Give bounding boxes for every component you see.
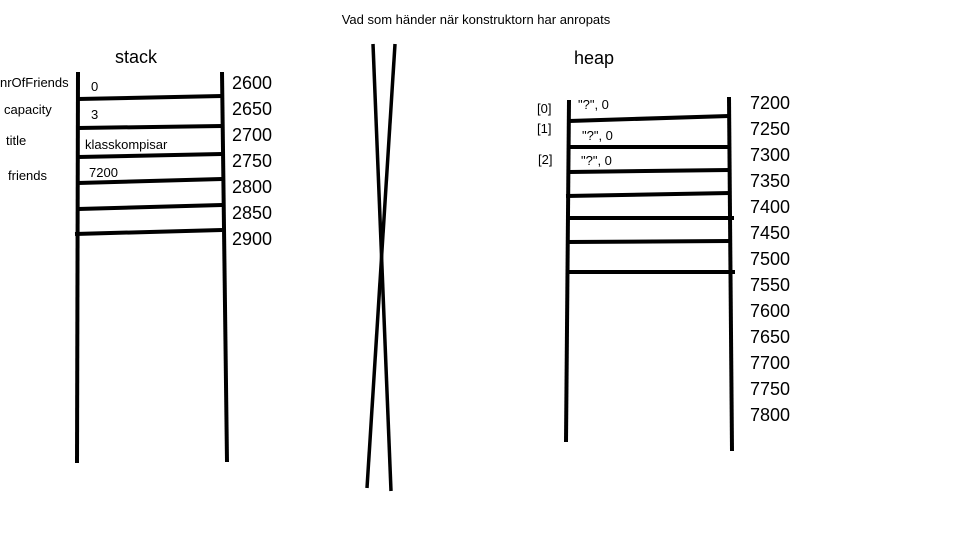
- heap-address: 7500: [750, 249, 790, 269]
- stack-divider: [77, 177, 223, 185]
- heap-divider: [568, 114, 730, 123]
- stack-divider: [77, 152, 223, 159]
- stack-divider: [74, 228, 223, 236]
- stack-cell-value: klasskompisar: [85, 137, 168, 152]
- heap-cell-value: "?", 0: [582, 128, 613, 143]
- stack-address: 2800: [232, 177, 272, 197]
- heap-address: 7750: [750, 379, 790, 399]
- stack-divider: [77, 124, 223, 130]
- heap-address: 7450: [750, 223, 790, 243]
- stack-field-label: title: [6, 133, 26, 148]
- heap-address: 7400: [750, 197, 790, 217]
- heap-divider: [565, 239, 731, 244]
- stack-cell-value: 0: [91, 79, 98, 94]
- heap-address: 7700: [750, 353, 790, 373]
- stack-address: 2900: [232, 229, 272, 249]
- heap-divider: [565, 191, 731, 198]
- stack-divider: [77, 203, 223, 211]
- stack-address: 2750: [232, 151, 272, 171]
- heap-address: 7550: [750, 275, 790, 295]
- heap-divider: [568, 168, 730, 174]
- heap-heading: heap: [574, 48, 614, 68]
- section-separator: [365, 43, 397, 492]
- heap-index-label: [0]: [537, 101, 551, 116]
- stack-cell-value: 3: [91, 107, 98, 122]
- heap-address: 7250: [750, 119, 790, 139]
- stack-field-label: nrOfFriends: [0, 75, 69, 90]
- stack-section: stack nrOfFriends capacity title friends…: [0, 47, 272, 464]
- heap-address: 7650: [750, 327, 790, 347]
- heap-index-label: [2]: [538, 152, 552, 167]
- heap-address: 7600: [750, 301, 790, 321]
- heap-address: 7200: [750, 93, 790, 113]
- heap-address: 7300: [750, 145, 790, 165]
- stack-left-rail: [75, 71, 80, 464]
- heap-address: 7800: [750, 405, 790, 425]
- stack-field-label: friends: [8, 168, 48, 183]
- heap-cell-value: "?", 0: [581, 153, 612, 168]
- stack-address: 2700: [232, 125, 272, 145]
- stack-cell-value: 7200: [89, 165, 118, 180]
- diagram-title: Vad som händer när konstruktorn har anro…: [342, 12, 611, 27]
- heap-address: 7350: [750, 171, 790, 191]
- stack-address: 2600: [232, 73, 272, 93]
- separator-stroke: [365, 43, 397, 489]
- stack-right-rail: [220, 71, 229, 463]
- heap-cell-value: "?", 0: [578, 97, 609, 112]
- heap-section: heap [0] [1] [2] "?", 0 "?", 0 "?", 0 72…: [537, 48, 790, 452]
- stack-address: 2650: [232, 99, 272, 119]
- heap-index-label: [1]: [537, 121, 551, 136]
- stack-divider: [77, 94, 223, 101]
- stack-heading: stack: [115, 47, 158, 67]
- stack-address: 2850: [232, 203, 272, 223]
- stack-field-label: capacity: [4, 102, 52, 117]
